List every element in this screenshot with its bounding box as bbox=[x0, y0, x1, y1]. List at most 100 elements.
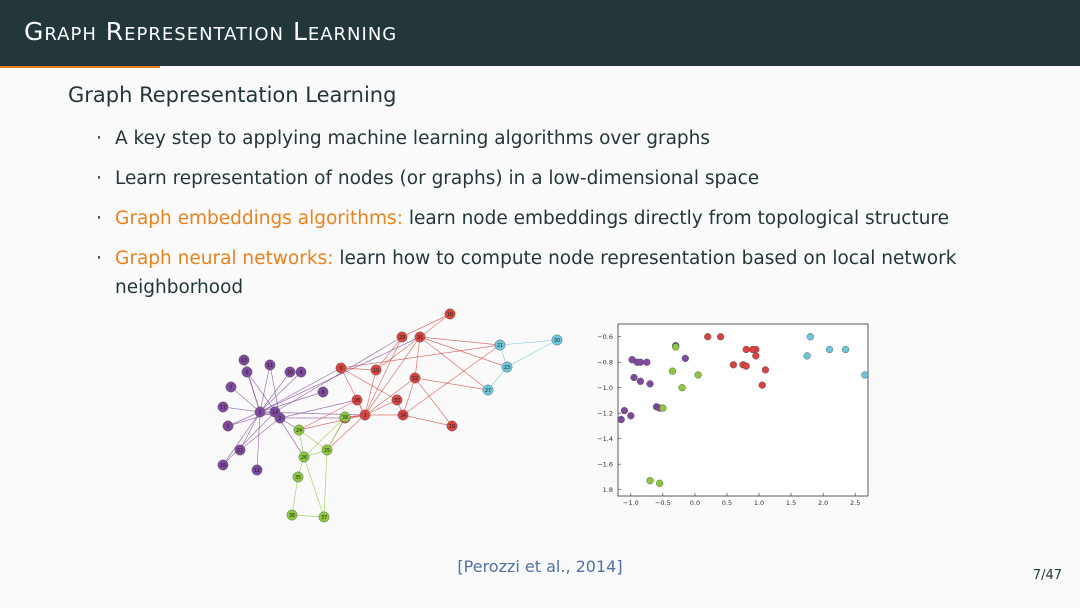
graph-node-label: 14 bbox=[272, 410, 278, 416]
graph-node-label: 21 bbox=[497, 343, 503, 349]
graph-edge bbox=[239, 411, 261, 451]
graph-edge bbox=[323, 449, 328, 518]
graph-node-label: 10 bbox=[373, 368, 379, 374]
graph-node: 21 bbox=[494, 339, 506, 351]
title-bar: Graph Representation Learning bbox=[0, 0, 1080, 66]
graph-node-label: 32 bbox=[412, 376, 418, 382]
graph-edge bbox=[414, 336, 421, 379]
graph-node-label: 11 bbox=[267, 363, 273, 369]
graph-node-circle bbox=[351, 394, 363, 406]
graph-node-circle bbox=[225, 381, 237, 393]
graph-edge bbox=[230, 386, 261, 413]
graph-node-circle bbox=[317, 386, 329, 398]
citation: [Perozzi et al., 2014] bbox=[457, 557, 623, 576]
graph-edge bbox=[364, 336, 403, 416]
scatter-point bbox=[643, 358, 651, 366]
scatter-point bbox=[861, 371, 869, 379]
graph-edge bbox=[298, 399, 358, 431]
scatter-point bbox=[742, 345, 750, 354]
graph-node-label: 30 bbox=[554, 338, 560, 344]
scatter-point bbox=[672, 343, 680, 351]
graph-node-label: 29 bbox=[399, 335, 405, 341]
graph-edge bbox=[259, 364, 271, 413]
graph-edge bbox=[303, 456, 325, 518]
graph-node: 29 bbox=[396, 331, 408, 343]
x-tick-label: 0.0 bbox=[690, 499, 700, 507]
graph-node: 25 bbox=[321, 444, 333, 456]
graph-edge bbox=[291, 476, 299, 516]
bullet-text: learn how to compute node representation… bbox=[115, 248, 957, 298]
scatter-point bbox=[620, 407, 629, 415]
graph-node-circle bbox=[339, 411, 351, 423]
graph-node-label: 4 bbox=[299, 370, 302, 376]
graph-edge bbox=[340, 367, 377, 371]
graph-node-circle bbox=[292, 471, 304, 483]
graph-node-label: 33 bbox=[394, 398, 400, 404]
graph-node: 26 bbox=[298, 451, 310, 463]
graph-node: 35 bbox=[292, 471, 304, 483]
graph-edge bbox=[227, 411, 276, 427]
graph-node: 1 bbox=[222, 420, 234, 432]
graph-node: 37 bbox=[318, 511, 330, 523]
graph-node-label: 31 bbox=[417, 335, 423, 341]
graph-node-circle bbox=[370, 364, 382, 376]
graph-node: 4 bbox=[295, 366, 307, 378]
graph-edge bbox=[419, 313, 451, 338]
graph-node-circle bbox=[286, 509, 298, 521]
graph-edge bbox=[259, 336, 421, 413]
bullet-item: · A key step to applying machine learnin… bbox=[96, 124, 1036, 153]
x-tick-label: −0.5 bbox=[655, 499, 671, 507]
graph-node: 36 bbox=[286, 509, 298, 521]
bullet-text: Learn representation of nodes (or graphs… bbox=[115, 168, 760, 189]
graph-node-label: 26 bbox=[301, 455, 307, 461]
graph-edge bbox=[256, 411, 261, 471]
x-tick-label: 2.5 bbox=[850, 499, 860, 507]
y-tick-label: −0.8 bbox=[597, 359, 613, 367]
graph-node: 14 bbox=[269, 406, 281, 418]
graph-node: 6 bbox=[241, 366, 253, 378]
graph-edge bbox=[419, 336, 501, 346]
graph-edge bbox=[259, 367, 342, 413]
graph-node-circle bbox=[359, 409, 371, 421]
scatter-point bbox=[636, 358, 645, 366]
scatter-point bbox=[752, 352, 760, 360]
graph-node-label: 1 bbox=[226, 424, 229, 430]
graph-edge bbox=[239, 417, 281, 451]
graph-node-circle bbox=[241, 366, 253, 378]
graph-node-circle bbox=[551, 334, 563, 346]
y-tick-label: −1.2 bbox=[597, 409, 613, 417]
bullet-item: · Graph neural networks: learn how to co… bbox=[96, 244, 1036, 302]
graph-node: 3 bbox=[359, 409, 371, 421]
graph-node-label: 2 bbox=[278, 416, 281, 422]
scatter-point bbox=[627, 412, 635, 420]
graph-node: 31 bbox=[414, 331, 426, 343]
graph-node-circle bbox=[234, 444, 246, 456]
graph-node-label: 12 bbox=[254, 468, 260, 474]
graph-edge bbox=[326, 414, 366, 451]
graph-edge bbox=[259, 371, 302, 413]
graph-edge bbox=[279, 399, 358, 419]
graph-edge bbox=[506, 339, 558, 368]
graph-edge bbox=[499, 339, 558, 346]
graph-node: 12 bbox=[251, 464, 263, 476]
graph-edge bbox=[298, 429, 328, 451]
graph-node: 19 bbox=[446, 420, 458, 432]
scatter-point bbox=[646, 380, 654, 388]
x-tick-label: 0.5 bbox=[722, 499, 732, 507]
x-tick-label: 1.0 bbox=[754, 499, 764, 507]
graph-node-label: 13 bbox=[241, 358, 247, 364]
graph-node-circle bbox=[254, 406, 266, 418]
graph-node-circle bbox=[238, 354, 250, 366]
graph-node-label: 20 bbox=[287, 370, 293, 376]
graph-node-circle bbox=[494, 339, 506, 351]
graph-node: 34 bbox=[397, 409, 409, 421]
graph-edge bbox=[303, 416, 346, 458]
graph-edge bbox=[227, 411, 261, 427]
scatter-point bbox=[694, 371, 702, 379]
graph-node-circle bbox=[414, 331, 426, 343]
graph-edge bbox=[326, 416, 346, 451]
graph-node-circle bbox=[444, 308, 456, 320]
graph-edge bbox=[402, 414, 453, 427]
graph-edge bbox=[222, 411, 276, 466]
graph-edge bbox=[402, 377, 416, 416]
